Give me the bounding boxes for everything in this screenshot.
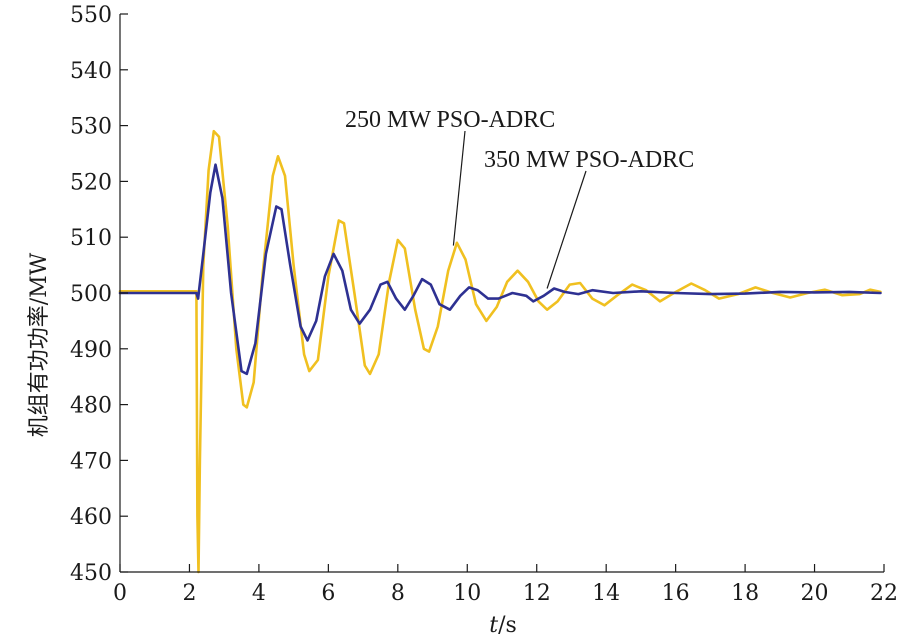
series-layer bbox=[118, 129, 882, 574]
x-tick-label: 0 bbox=[113, 581, 127, 606]
y-tick-label: 530 bbox=[70, 115, 112, 140]
x-tick-label: 4 bbox=[252, 581, 266, 606]
x-tick-label: 6 bbox=[321, 581, 335, 606]
y-axis-title: 机组有功功率/MW bbox=[27, 252, 52, 437]
x-tick-label: 2 bbox=[182, 581, 196, 606]
x-tick-label: 10 bbox=[453, 581, 481, 606]
annotation-leader-350mw bbox=[546, 170, 587, 289]
y-tick-label: 540 bbox=[70, 59, 112, 84]
y-tick-label: 520 bbox=[70, 170, 112, 195]
y-tick-label: 500 bbox=[70, 282, 112, 307]
y-tick-label: 480 bbox=[70, 394, 112, 419]
x-tick-label: 12 bbox=[523, 581, 551, 606]
annotation-350mw-pso-adrc: 350 MW PSO-ADRC bbox=[484, 147, 694, 173]
x-axis-title: t/s bbox=[489, 613, 517, 638]
x-tick-label: 18 bbox=[731, 581, 759, 606]
y-tick-label: 510 bbox=[70, 226, 112, 251]
x-axis-title-var: t bbox=[489, 613, 498, 638]
y-tick-label: 550 bbox=[70, 3, 112, 28]
x-tick-label: 22 bbox=[870, 581, 898, 606]
y-tick-label: 470 bbox=[70, 449, 112, 474]
series-line-350mw bbox=[118, 129, 882, 574]
y-tick-label: 490 bbox=[70, 338, 112, 363]
y-tick-label: 450 bbox=[70, 561, 112, 586]
x-tick-label: 20 bbox=[801, 581, 829, 606]
annotation-250mw-pso-adrc: 250 MW PSO-ADRC bbox=[345, 107, 555, 133]
x-tick-label: 16 bbox=[662, 581, 690, 606]
x-axis-title-unit: /s bbox=[498, 613, 517, 638]
axes-layer: 450 460 470 480 490 500 510 520 530 540 550 0 2 4 6 8 10… bbox=[70, 3, 898, 606]
annotation-layer: 250 MW PSO-ADRC 350 MW PSO-ADRC bbox=[345, 107, 694, 289]
x-tick-label: 14 bbox=[592, 581, 620, 606]
series-line-250mw bbox=[118, 163, 882, 376]
y-tick-label: 460 bbox=[70, 505, 112, 530]
annotation-leader-250mw bbox=[452, 130, 466, 246]
x-tick-label: 8 bbox=[391, 581, 405, 606]
